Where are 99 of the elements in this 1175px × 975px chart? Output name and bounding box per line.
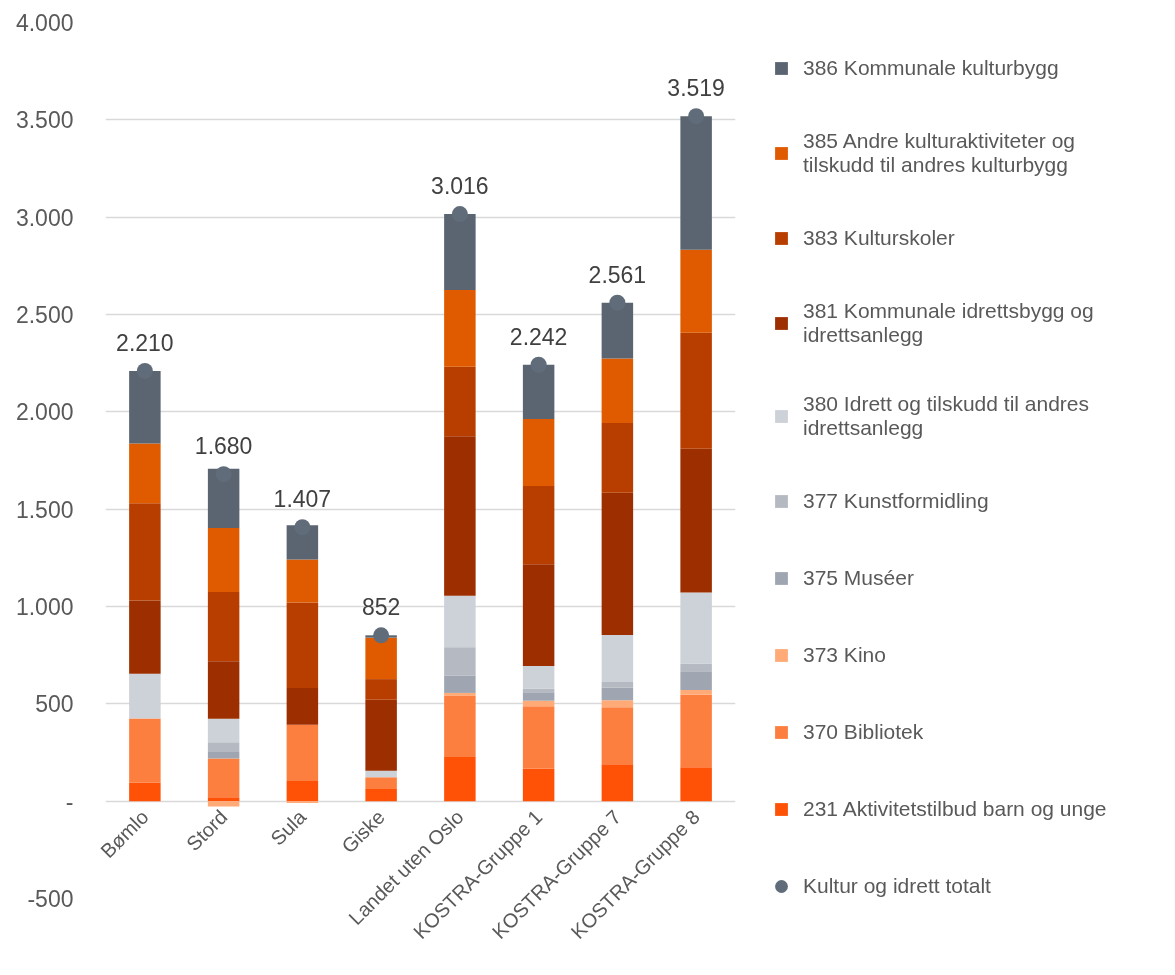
bar: [207, 661, 240, 719]
legend-label: 385 Andre kulturaktiviteter og tilskudd til andres kulturbygg: [803, 129, 1075, 177]
data-label: 3.519: [667, 75, 725, 102]
y-tick-label: 500: [35, 691, 74, 718]
y-tick-label: 1.500: [15, 496, 74, 523]
bar: [444, 647, 476, 676]
data-label: 1.407: [273, 486, 332, 513]
bar: [207, 801, 240, 807]
bar: [207, 528, 240, 593]
data-label: 1.680: [194, 433, 253, 460]
bar: [680, 663, 712, 672]
point: [609, 294, 626, 311]
bar: [522, 688, 555, 693]
legend-label: Kultur og idrett totalt: [803, 874, 991, 898]
bar: [522, 564, 555, 667]
bar: [601, 707, 634, 765]
bar: [601, 764, 634, 802]
bar: [444, 289, 476, 367]
bar: [129, 718, 161, 783]
legend-label: 383 Kulturskoler: [803, 226, 955, 250]
y-tick-label: 2.500: [15, 302, 74, 328]
bar: [207, 797, 240, 802]
data-label: 2.210: [116, 329, 174, 356]
data-label: 2.561: [588, 261, 647, 288]
bar: [365, 637, 397, 680]
bar: [207, 592, 240, 662]
bar: [444, 366, 476, 437]
bar: [522, 692, 555, 701]
bar: [129, 600, 161, 674]
bar: [680, 690, 712, 695]
bar: [522, 768, 555, 802]
bar: [444, 756, 476, 802]
y-tick-label: 4.000: [15, 10, 74, 36]
bar: [601, 358, 634, 424]
bar: [444, 692, 476, 696]
bar: [680, 767, 712, 802]
bar: [207, 742, 240, 753]
bar: [601, 687, 634, 701]
y-tick-label: 1.000: [15, 594, 74, 620]
bar: [129, 503, 161, 601]
bar: [601, 492, 634, 635]
bar: [207, 758, 240, 798]
bar: [129, 782, 161, 802]
point: [373, 627, 390, 644]
data-label: 2.242: [509, 323, 568, 350]
bar: [286, 724, 319, 782]
bar: [522, 706, 555, 769]
y-tick-label: 3.000: [15, 204, 74, 231]
bar: [522, 486, 555, 565]
legend-label: 373 Kino: [803, 643, 886, 667]
point: [215, 466, 232, 483]
bar: [601, 423, 634, 493]
bar: [680, 332, 712, 449]
bar: [365, 770, 397, 778]
bar: [680, 249, 712, 333]
bar: [207, 718, 240, 743]
point: [136, 362, 153, 379]
point: [451, 206, 468, 223]
bar: [680, 694, 712, 768]
bar: [522, 419, 555, 486]
bar: [601, 634, 634, 683]
bar: [365, 699, 397, 771]
bar: [444, 595, 476, 648]
bar: [522, 666, 555, 689]
bar: [129, 673, 161, 719]
y-tick-label: 3.500: [15, 107, 74, 134]
bar: [286, 688, 319, 725]
y-tick-label: 2.000: [15, 399, 74, 426]
bar: [680, 448, 712, 593]
y-tick-label: -: [65, 788, 74, 815]
data-label: 3.016: [431, 173, 489, 200]
bar: [444, 695, 476, 757]
data-label: 852: [361, 594, 401, 621]
bar: [680, 671, 712, 691]
y-tick-label: -500: [27, 886, 74, 912]
bar: [286, 602, 319, 689]
bar: [601, 682, 634, 688]
bar: [444, 675, 476, 693]
point: [294, 519, 311, 536]
bar: [129, 443, 161, 504]
legend-label: 380 Idrett og tilskudd til andres idrettsanlegg: [803, 392, 1090, 440]
bar: [365, 777, 397, 790]
legend-label: 375 Muséer: [803, 566, 914, 590]
bar: [286, 781, 319, 802]
bar: [365, 789, 397, 802]
legend-label: 381 Kommunale idrettsbygg og idrettsanlegg: [803, 299, 1094, 347]
legend-label: 370 Bibliotek: [803, 720, 924, 744]
bar: [601, 700, 634, 708]
point: [530, 356, 547, 373]
legend-label: 386 Kommunale kulturbygg: [803, 56, 1059, 80]
legend-label: 231 Aktivitetstilbud barn og unge: [803, 797, 1107, 821]
bar: [680, 592, 712, 664]
bar: [207, 752, 240, 759]
legend-label: 377 Kunstformidling: [803, 489, 989, 513]
bar: [286, 559, 319, 603]
bar: [365, 679, 397, 700]
bar: [444, 436, 476, 596]
point: [688, 108, 705, 125]
x-tick-label: Sula: [266, 805, 311, 850]
